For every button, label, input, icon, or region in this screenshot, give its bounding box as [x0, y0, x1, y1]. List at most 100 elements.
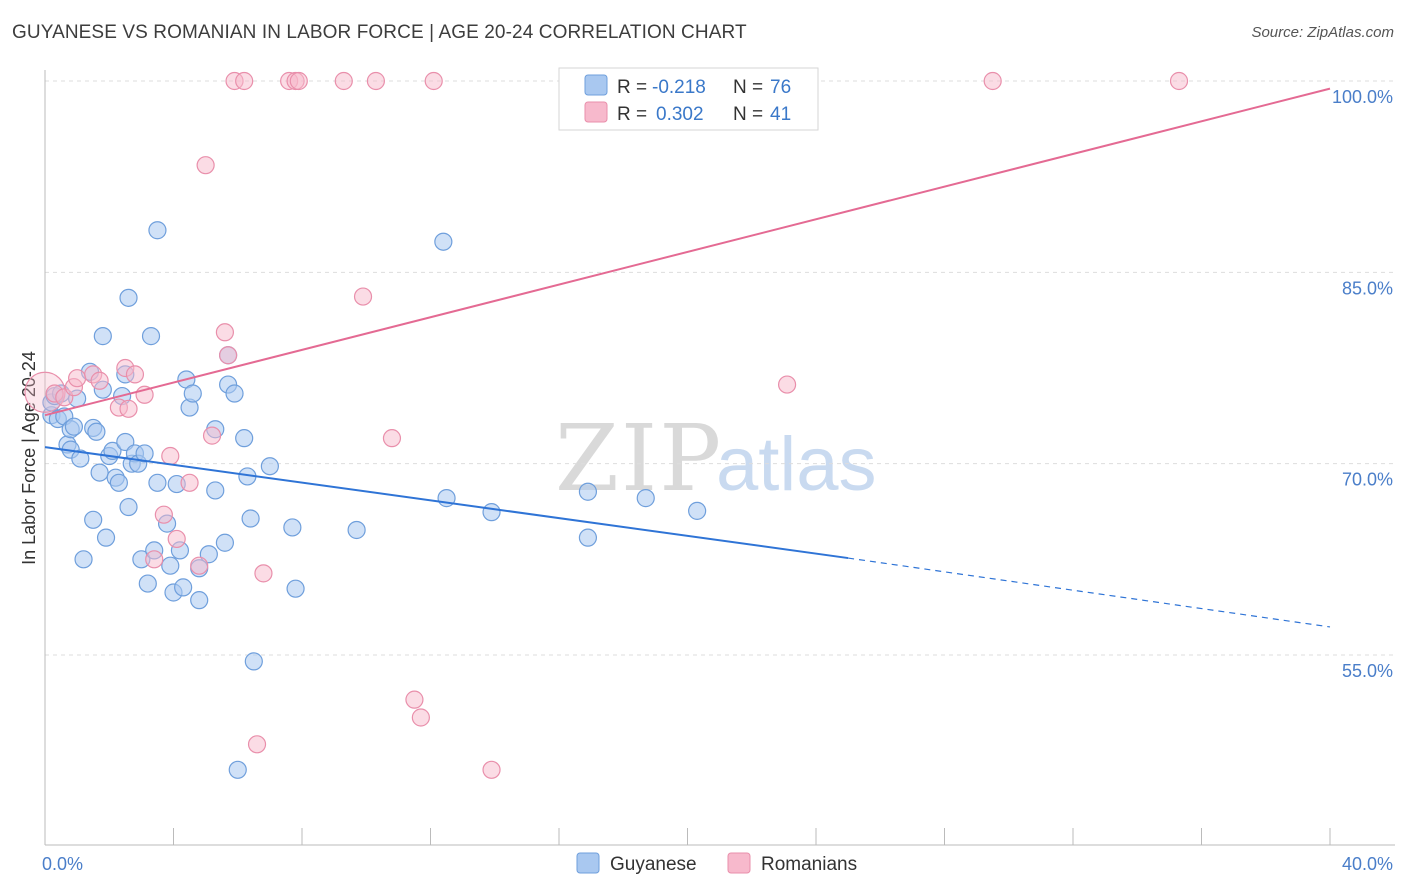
guyanese-point — [244, 652, 263, 671]
romanian-point — [190, 556, 209, 575]
romanian-point — [161, 446, 180, 466]
x-tick-labels: 0.0% 40.0% — [42, 854, 1393, 874]
guyanese-point — [206, 481, 225, 500]
romanian-point — [289, 71, 308, 91]
romanian-point — [405, 690, 424, 709]
romanian-point — [125, 365, 145, 384]
guyanese-point — [190, 591, 209, 610]
legend-r-value-romanian: 0.302 — [656, 104, 704, 125]
bottom-legend-label-guyanese: Guyanese — [610, 854, 697, 875]
romanian-point — [247, 735, 267, 754]
guyanese-point — [215, 533, 234, 552]
legend-swatch-romanian — [584, 101, 608, 123]
guyanese-point — [174, 578, 193, 597]
guyanese-point — [84, 510, 103, 529]
romanian-point — [119, 399, 138, 418]
guyanese-point — [688, 501, 707, 520]
legend-n-value-romanian: 41 — [770, 104, 791, 125]
romanian-point — [777, 375, 797, 394]
guyanese-point — [138, 574, 157, 593]
guyanese-point — [119, 497, 138, 517]
romanian-point — [482, 760, 501, 779]
romanian-point — [215, 323, 234, 342]
romanian-point — [411, 708, 430, 727]
guyanese-point — [90, 463, 109, 482]
watermark: ZIP atlas — [555, 405, 877, 512]
guyanese-point — [183, 384, 202, 403]
guyanese-point — [228, 760, 247, 779]
romanian-point — [983, 71, 1002, 91]
guyanese-point — [96, 528, 116, 547]
romanian-point — [235, 71, 254, 91]
guyanese-point — [87, 422, 106, 441]
romanian-point — [90, 371, 109, 390]
romanian-point — [145, 550, 164, 569]
romanian-point — [196, 156, 215, 175]
romanian-point — [254, 564, 273, 583]
guyanese-trend-line — [44, 446, 849, 560]
legend-r-value-guyanese: -0.218 — [652, 77, 706, 98]
guyanese-point — [135, 444, 154, 463]
romanian-point — [382, 429, 402, 448]
trend-lines — [44, 87, 1331, 628]
y-axis-title: In Labor Force | Age 20-24 — [19, 351, 39, 565]
y-tick-labels: 100.0% 85.0% 70.0% 55.0% — [1332, 87, 1393, 681]
guyanese-point — [578, 482, 598, 501]
romanian-points — [24, 71, 1189, 779]
chart-title: GUYANESE VS ROMANIAN IN LABOR FORCE | AG… — [12, 22, 747, 43]
x-tick-label: 40.0% — [1342, 854, 1393, 874]
bottom-legend-swatch-guyanese — [576, 852, 600, 874]
romanian-point — [353, 287, 373, 306]
guyanese-point — [148, 221, 167, 240]
bottom-legend-label-romanian: Romanians — [761, 854, 857, 875]
guyanese-point — [434, 232, 453, 251]
guyanese-trend-extension — [848, 557, 1331, 628]
romanian-point — [202, 426, 222, 445]
guyanese-point — [241, 509, 260, 528]
guyanese-point — [286, 579, 305, 598]
guyanese-point — [225, 384, 244, 403]
romanian-point — [167, 529, 186, 549]
guyanese-point — [64, 417, 84, 436]
guyanese-point — [93, 327, 112, 346]
y-tick-label: 85.0% — [1342, 278, 1393, 298]
guyanese-point — [141, 327, 161, 346]
y-tick-label: 100.0% — [1332, 87, 1393, 107]
legend-swatch-guyanese — [584, 74, 608, 96]
guyanese-point — [260, 457, 279, 476]
source-credit: Source: ZipAtlas.com — [1251, 24, 1394, 41]
guyanese-point — [71, 449, 90, 468]
romanian-point — [1169, 71, 1189, 91]
x-tick-label: 0.0% — [42, 854, 83, 874]
legend-n-label-guyanese: N = — [733, 77, 763, 98]
legend-box: R = -0.218 N = 76 R = 0.302 N = 41 — [558, 67, 819, 131]
guyanese-point — [347, 520, 366, 540]
guyanese-point — [74, 550, 93, 569]
legend-n-value-guyanese: 76 — [770, 77, 791, 98]
guyanese-point — [119, 288, 138, 307]
y-tick-label: 55.0% — [1342, 661, 1393, 681]
watermark-atlas: atlas — [716, 422, 877, 507]
guyanese-point — [148, 473, 167, 492]
gridlines — [45, 80, 1395, 656]
romanian-point — [424, 71, 443, 91]
axes — [44, 70, 1395, 846]
romanian-point — [366, 71, 385, 91]
romanian-point — [219, 346, 238, 365]
romanian-trend-line — [44, 87, 1331, 417]
guyanese-point — [235, 429, 254, 448]
legend-r-label-romanian: R = — [617, 104, 647, 125]
guyanese-point — [283, 518, 302, 537]
guyanese-point — [636, 489, 655, 508]
romanian-point — [180, 473, 199, 492]
romanian-point — [68, 369, 87, 388]
bottom-legend-swatch-romanian — [727, 852, 751, 874]
y-tick-label: 70.0% — [1342, 470, 1393, 490]
legend-n-label-romanian: N = — [733, 104, 763, 125]
guyanese-point — [482, 503, 501, 522]
guyanese-point — [109, 473, 128, 492]
legend-r-label-guyanese: R = — [617, 77, 647, 98]
romanian-point — [334, 71, 353, 91]
bottom-legend: Guyanese Romanians — [576, 852, 857, 875]
